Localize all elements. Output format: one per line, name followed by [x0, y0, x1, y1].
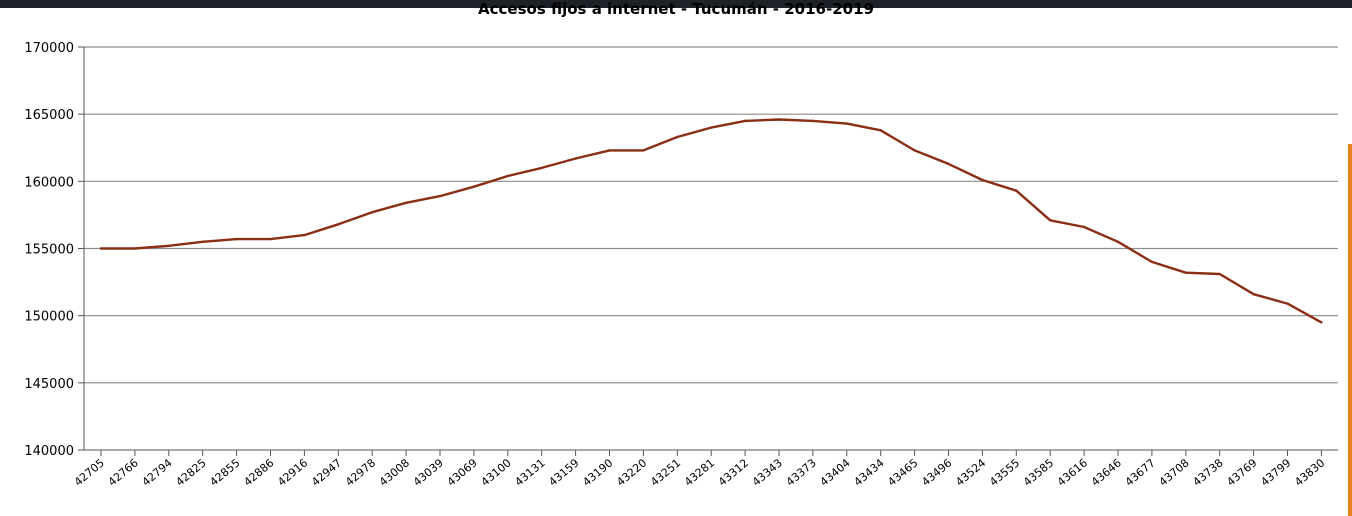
data-point: [506, 174, 509, 178]
data-point: [371, 211, 374, 214]
y-tick-label: 140000: [24, 444, 74, 459]
x-tick-label: 43708: [1157, 456, 1192, 488]
data-point: [947, 162, 950, 166]
y-tick-label: 165000: [24, 108, 74, 123]
data-point: [1286, 302, 1289, 305]
data-point: [608, 149, 611, 152]
data-point: [337, 223, 340, 226]
x-tick-label: 43738: [1190, 456, 1225, 488]
x-tick-label: 43496: [919, 456, 954, 488]
data-point: [472, 185, 476, 188]
data-point: [981, 178, 984, 182]
data-point: [1150, 260, 1154, 264]
x-tick-label: 42855: [207, 456, 242, 488]
x-tick-label: 42794: [140, 456, 175, 488]
data-point: [303, 233, 306, 237]
chart-title: Accesos fijos a internet - Tucumán - 201…: [478, 0, 874, 18]
x-tick-label: 43555: [987, 456, 1022, 488]
x-tick-label: 42978: [343, 456, 378, 488]
data-point: [540, 166, 543, 170]
x-tick-label: 43769: [1224, 456, 1259, 488]
x-tick-label: 43190: [580, 456, 615, 488]
y-tick-label: 150000: [24, 310, 74, 325]
x-tick-label: 43251: [648, 456, 683, 488]
data-point: [1015, 189, 1018, 192]
data-point: [743, 119, 747, 123]
data-point: [879, 129, 882, 132]
data-point: [438, 194, 442, 198]
y-tick-label: 155000: [24, 243, 74, 258]
data-point: [1184, 271, 1188, 274]
x-tick-label: 43008: [377, 456, 412, 488]
data-point: [1252, 292, 1255, 296]
x-tick-label: 42825: [173, 456, 208, 488]
data-point: [1082, 225, 1086, 229]
x-tick-label: 43404: [818, 456, 853, 488]
data-point: [845, 122, 848, 125]
x-tick-label: 42916: [275, 456, 310, 488]
x-tick-label: 43465: [885, 456, 920, 488]
data-point: [642, 149, 645, 152]
x-tick-label: 43524: [953, 456, 988, 488]
series-line: [101, 118, 1322, 324]
x-tick-label: 43131: [512, 456, 547, 488]
data-point: [167, 244, 170, 248]
data-point: [710, 126, 713, 129]
data-point: [811, 119, 815, 123]
data-point: [913, 149, 916, 152]
chart-frame: [0, 8, 1352, 516]
x-tick-label: 43799: [1258, 456, 1293, 488]
x-tick-label: 43220: [614, 456, 649, 488]
y-tick-label: 145000: [24, 377, 74, 392]
x-tick-label: 43100: [479, 456, 514, 488]
x-tick-label: 43585: [1021, 456, 1056, 488]
x-tick-label: 42947: [309, 456, 344, 488]
data-point: [269, 237, 272, 241]
data-point: [1116, 240, 1120, 243]
data-point: [133, 247, 137, 250]
data-point: [235, 237, 238, 241]
data-point: [1320, 321, 1323, 324]
x-tick-label: 43281: [682, 456, 717, 488]
x-tick-label: 43159: [546, 456, 581, 488]
data-point: [99, 247, 103, 250]
x-tick-label: 42766: [106, 456, 141, 488]
data-point: [404, 201, 408, 205]
x-tick-label: 43039: [411, 456, 446, 488]
x-tick-label: 43830: [1292, 456, 1327, 488]
x-tick-label: 43616: [1055, 456, 1090, 488]
x-tick-label: 42705: [72, 456, 107, 488]
x-tick-label: 43646: [1089, 456, 1124, 488]
y-tick-label: 170000: [24, 41, 74, 56]
data-point: [1049, 219, 1052, 222]
right-accent-bar: [1348, 144, 1352, 516]
x-tick-label: 43373: [784, 456, 819, 488]
data-point: [201, 240, 204, 243]
x-tick-label: 43069: [445, 456, 480, 488]
y-tick-label: 160000: [24, 175, 74, 190]
x-tick-label: 43312: [716, 456, 751, 488]
x-tick-label: 43434: [851, 456, 886, 488]
x-tick-label: 43677: [1123, 456, 1158, 488]
data-point: [1218, 272, 1221, 276]
data-point: [777, 118, 781, 121]
x-tick-label: 43343: [750, 456, 785, 488]
data-point: [574, 157, 577, 160]
x-tick-label: 42886: [241, 456, 276, 488]
data-point: [676, 135, 679, 139]
